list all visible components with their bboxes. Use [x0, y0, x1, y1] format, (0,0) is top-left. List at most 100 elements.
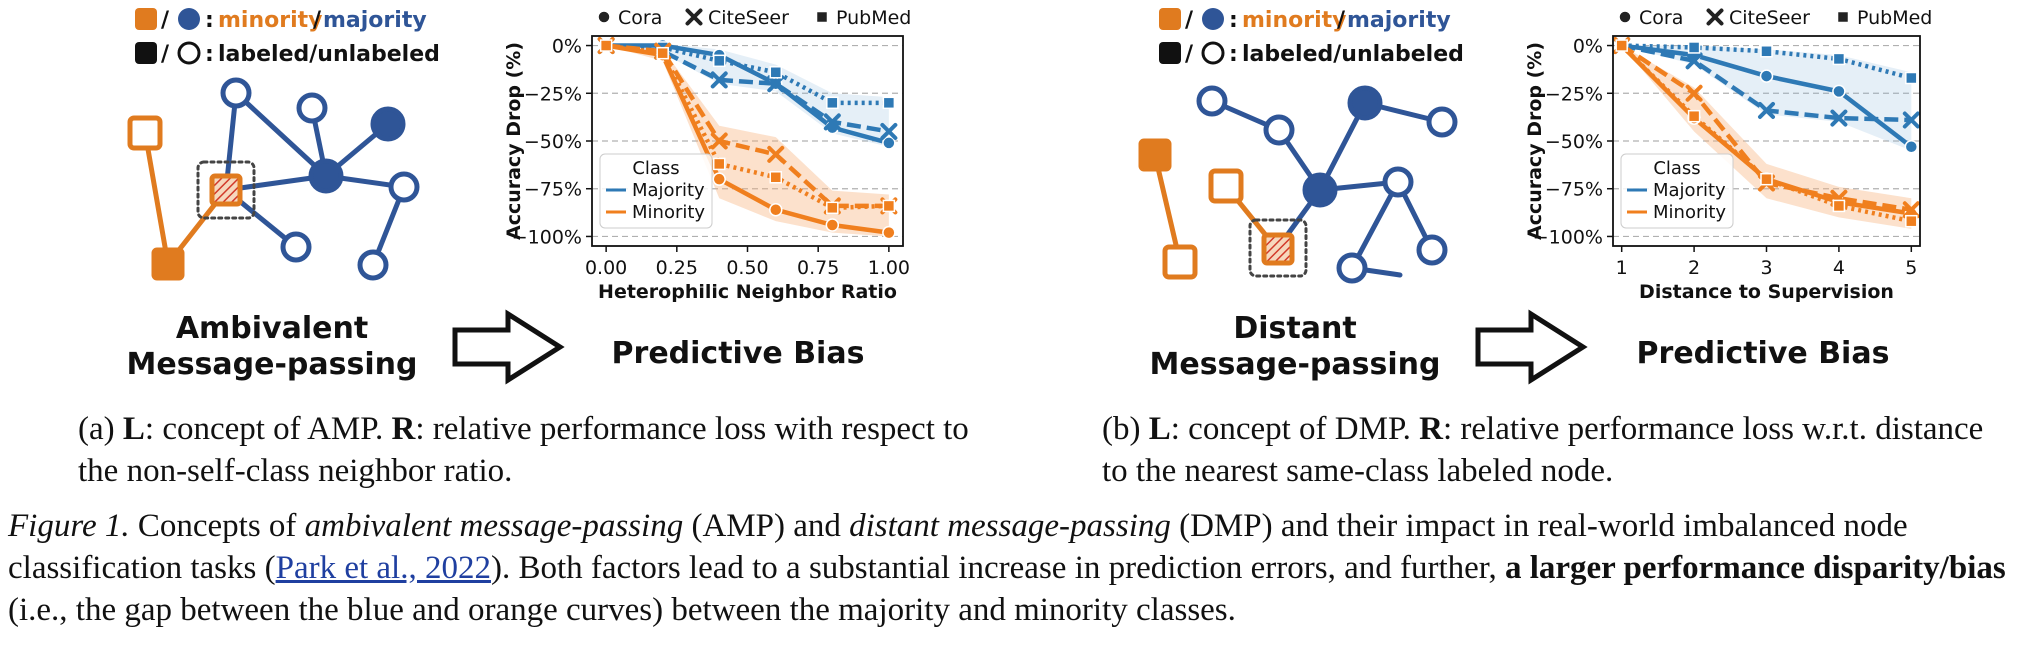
subcap-a-R: R: [391, 411, 416, 447]
figcap-t3: (DMP) and their impact in real-world imb…: [8, 508, 1908, 586]
unlabeled-swatch-icon: [1201, 41, 1225, 65]
graph-a: [127, 77, 420, 281]
data-point: [1902, 201, 1920, 219]
x-tick-label: 1.00: [868, 257, 910, 279]
data-point: [769, 202, 783, 217]
x-tick-label: 5: [1905, 257, 1917, 279]
y-tick-label: −25%: [1545, 83, 1603, 105]
figcap-bold: a larger performance disparity/bias: [1504, 550, 2006, 586]
confidence-band-majority: [1621, 45, 1912, 151]
data-point: [769, 171, 783, 184]
data-point: [1759, 69, 1774, 83]
concept-b-line1: Distant: [1233, 311, 1356, 346]
axes-frame: [1612, 35, 1921, 247]
legend-dataset-citeseer: CiteSeer: [708, 7, 789, 29]
figcap-t5: (i.e., the gap between the blue and oran…: [8, 592, 1236, 628]
subcap-b-label: (b): [1102, 411, 1149, 447]
result-a-label: Predictive Bias: [612, 336, 865, 371]
figure-caption: Figure 1. Concepts of ambivalent message…: [8, 505, 2024, 631]
data-point: [1687, 41, 1701, 54]
y-tick-label: −50%: [524, 131, 582, 153]
labeled-swatch-icon: [1159, 42, 1181, 64]
subcaption-b: (b) L: concept of DMP. R: relative perfo…: [1102, 408, 2012, 492]
legend-entry-majority: Majority: [632, 180, 705, 201]
citation-link[interactable]: Park et al., 2022: [275, 550, 491, 586]
legend-title: Class: [632, 158, 679, 179]
data-point: [882, 96, 896, 110]
x-tick-label: 0.75: [797, 257, 839, 279]
series-line: [605, 43, 890, 235]
data-point: [826, 96, 839, 110]
series-minority-pubmed: [1615, 39, 1918, 228]
data-point: [1832, 52, 1846, 66]
legend-marker-pubmed: [815, 10, 829, 24]
legend-labeled-unlabeled: labeled/unlabeled: [1242, 42, 1464, 67]
legend-slash: /: [1337, 8, 1346, 33]
data-point: [710, 132, 728, 150]
legend-sep: /: [161, 8, 170, 33]
legend-marker-citeseer: [1706, 8, 1724, 26]
data-point: [1687, 109, 1701, 123]
data-point: [1758, 101, 1775, 119]
legend-majority: majority: [1347, 8, 1451, 33]
data-point: [712, 54, 726, 68]
x-tick-label: 2: [1688, 257, 1700, 279]
legend-marker-pubmed: [1836, 10, 1850, 24]
x-tick-label: 0.25: [656, 257, 698, 279]
data-point: [1905, 214, 1918, 228]
x-axis-label: Heterophilic Neighbor Ratio: [598, 281, 897, 303]
data-point: [1832, 199, 1846, 213]
data-point: [882, 199, 896, 213]
figcap-t4: ). Both factors lead to a substantial in…: [490, 550, 1505, 586]
legend-entry-minority: Minority: [632, 202, 705, 223]
data-point: [826, 201, 839, 215]
legend-labeled-unlabeled: labeled/unlabeled: [218, 42, 440, 67]
data-point: [767, 145, 785, 163]
node-legend-a: / : minority / majority / : labeled/unla…: [135, 8, 440, 67]
data-point: [767, 75, 785, 93]
subcap-b-text2: : relative performance loss w.r.t. dista…: [1102, 411, 1984, 489]
legend-box: [1620, 153, 1734, 229]
data-point: [1685, 52, 1703, 70]
subcap-a-label: (a): [78, 411, 123, 447]
figcap-t1: Concepts of: [129, 508, 305, 544]
legend-marker-cora: [597, 10, 611, 24]
confidence-band-minority: [606, 45, 889, 237]
dataset-legend: Cora CiteSeer PubMed: [597, 7, 911, 29]
y-tick-label: −100%: [1533, 226, 1603, 248]
legend-title: Class: [1653, 158, 1700, 179]
chart-b: 0% −25% −50% −75% −100% 1 2 3 4 5 Distance to Supe…: [1524, 7, 1932, 303]
legend-majority: majority: [323, 8, 427, 33]
x-tick-label: 3: [1760, 257, 1772, 279]
series-line: [605, 43, 889, 209]
figcap-amp: ambivalent message-passing: [304, 508, 684, 544]
data-point: [599, 39, 613, 52]
figcap-t2: (AMP) and: [683, 508, 850, 544]
data-point: [825, 218, 840, 232]
figcap-label: Figure 1.: [8, 508, 130, 544]
panel-b-concept: / : minority / majority / : labeled/unla…: [1138, 8, 1889, 385]
legend-colon: :: [205, 8, 214, 33]
legend-colon2: :: [1229, 42, 1238, 67]
y-tick-label: −75%: [1545, 179, 1603, 201]
legend-dataset-cora: Cora: [1639, 7, 1683, 29]
legend-sep2: /: [161, 42, 170, 67]
concept-b-line2: Message-passing: [1150, 347, 1441, 382]
data-point: [769, 66, 783, 79]
chart-a: 0% −25% −50% −75% −100%0.00 0.25 0.50 0.75 1.00H…: [503, 7, 911, 303]
legend-sep2: /: [1185, 42, 1194, 67]
legend-colon: :: [1229, 8, 1238, 33]
x-tick-label: 1: [1616, 257, 1628, 279]
data-point: [1830, 109, 1848, 127]
labeled-swatch-icon: [135, 42, 157, 64]
y-tick-label: −50%: [1545, 131, 1603, 153]
series-majority-cora: [1614, 38, 1919, 154]
confidence-band-majority: [606, 43, 889, 147]
legend-box: [599, 153, 713, 229]
majority-swatch-icon: [178, 8, 200, 30]
data-point: [1904, 139, 1919, 154]
arrow-right-icon: [452, 309, 565, 385]
legend-entry-majority: Majority: [1653, 180, 1726, 201]
